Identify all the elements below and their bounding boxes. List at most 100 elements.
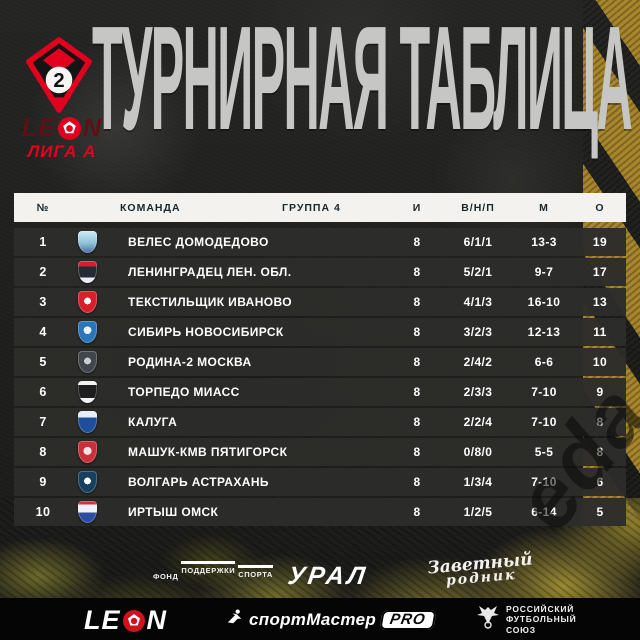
team-name: ЛЕНИНГРАДЕЦ ЛЕН. ОБЛ. xyxy=(128,265,292,279)
rank: 6 xyxy=(39,385,47,399)
team-badge-icon xyxy=(72,261,102,283)
games: 8 xyxy=(413,385,421,399)
rfu-eagle-icon xyxy=(476,604,500,635)
team-name: КАЛУГА xyxy=(128,415,178,429)
wdl: 2/4/2 xyxy=(463,355,493,369)
rank: 7 xyxy=(39,415,47,429)
points: 9 xyxy=(596,385,604,399)
pro-badge: PRO xyxy=(379,609,437,630)
points: 19 xyxy=(592,235,608,249)
goals: 13-3 xyxy=(531,235,557,249)
points: 11 xyxy=(593,325,607,339)
leon-footer-logo: LE N xyxy=(84,605,167,636)
table-row: 2 ЛЕНИНГРАДЕЦ ЛЕН. ОБЛ. 8 5/2/1 9-7 17 xyxy=(14,258,626,286)
table-row: 10 ИРТЫШ ОМСК 8 1/2/5 6-14 5 xyxy=(14,498,626,526)
wdl: 6/1/1 xyxy=(463,235,493,249)
rfu-text: РОССИЙСКИЙ ФУТБОЛЬНЫЙ СОЮЗ xyxy=(506,604,577,634)
league-2-badge-icon: 2 xyxy=(24,32,94,118)
rfu-line2: ФУТБОЛЬНЫЙ xyxy=(506,614,577,625)
football-icon xyxy=(57,116,82,141)
table-row: 4 СИБИРЬ НОВОСИБИРСК 8 3/2/3 12-13 11 xyxy=(14,318,626,346)
points: 8 xyxy=(596,445,604,459)
page-title: ТУРНИРНАЯ ТАБЛИЦА xyxy=(92,0,633,161)
rank: 9 xyxy=(39,475,47,489)
team-name: РОДИНА-2 МОСКВА xyxy=(128,355,252,369)
team-badge-icon xyxy=(72,441,102,463)
team-name: МАШУК-КМВ ПЯТИГОРСК xyxy=(128,445,288,459)
col-team: КОМАНДА ГРУППА 4 xyxy=(102,202,392,214)
rank: 5 xyxy=(39,355,47,369)
team-name: ТЕКСТИЛЬЩИК ИВАНОВО xyxy=(128,295,293,309)
goals: 6-6 xyxy=(534,355,554,369)
games: 8 xyxy=(413,355,421,369)
col-games: И xyxy=(412,201,422,214)
team-badge-icon xyxy=(72,291,102,313)
team-badge-icon xyxy=(72,231,102,253)
team-badge-icon xyxy=(72,471,102,493)
sportmaster-figure-icon xyxy=(226,608,244,631)
fund-word-3: СПОРТА xyxy=(238,565,273,579)
wdl: 3/2/3 xyxy=(463,325,493,339)
games: 8 xyxy=(413,505,421,519)
games: 8 xyxy=(413,475,421,489)
col-group-label: ГРУППА 4 xyxy=(282,201,341,214)
team-badge-icon xyxy=(72,501,102,523)
rfu-line1: РОССИЙСКИЙ xyxy=(506,604,575,615)
team-badge-icon xyxy=(72,411,102,433)
zavetny-rodnik-logo: Заветный родник xyxy=(427,549,534,590)
team-name: ВЕЛЕС ДОМОДЕДОВО xyxy=(128,235,269,249)
points: 6 xyxy=(596,475,604,489)
wdl: 2/3/3 xyxy=(463,385,493,399)
table-row: 5 РОДИНА-2 МОСКВА 8 2/4/2 6-6 10 xyxy=(14,348,626,376)
leon-text-left: LE xyxy=(84,605,121,635)
points: 10 xyxy=(592,355,608,369)
wdl: 0/8/0 xyxy=(463,445,493,459)
team-name: СИБИРЬ НОВОСИБИРСК xyxy=(128,325,284,339)
points: 13 xyxy=(592,295,608,309)
football-icon xyxy=(122,609,146,633)
games: 8 xyxy=(413,415,421,429)
rank: 4 xyxy=(39,325,47,339)
col-points: О xyxy=(595,201,605,214)
goals: 6-14 xyxy=(531,505,557,519)
rank: 3 xyxy=(39,295,47,309)
goals: 9-7 xyxy=(534,265,554,279)
goals: 7-10 xyxy=(531,415,557,429)
footer-bar: LE N спортМастер PRO xyxy=(0,598,640,640)
wdl: 1/2/5 xyxy=(463,505,493,519)
fund-word-2: ПОДДЕРЖКИ xyxy=(181,561,236,575)
games: 8 xyxy=(413,265,421,279)
leon-text-left: LE xyxy=(21,114,56,142)
rank: 1 xyxy=(39,235,47,249)
team-badge-icon xyxy=(72,351,102,373)
table-header-row: № КОМАНДА ГРУППА 4 И В/Н/П М О xyxy=(14,193,626,222)
col-wdl: В/Н/П xyxy=(461,201,495,214)
table-row: 1 ВЕЛЕС ДОМОДЕДОВО 8 6/1/1 13-3 19 xyxy=(14,228,626,256)
rank: 8 xyxy=(39,445,47,459)
table-row: 7 КАЛУГА 8 2/2/4 7-10 8 xyxy=(14,408,626,436)
games: 8 xyxy=(413,235,421,249)
table-row: 6 ТОРПЕДО МИАСС 8 2/3/3 7-10 9 xyxy=(14,378,626,406)
goals: 7-10 xyxy=(531,475,557,489)
points: 8 xyxy=(596,415,604,429)
goals: 7-10 xyxy=(531,385,557,399)
wdl: 5/2/1 xyxy=(463,265,493,279)
sportmaster-text: спортМастер xyxy=(249,609,377,629)
team-name: ИРТЫШ ОМСК xyxy=(128,505,219,519)
standings-table: № КОМАНДА ГРУППА 4 И В/Н/П М О 1 ВЕЛЕС Д… xyxy=(14,193,626,528)
table-row: 9 ВОЛГАРЬ АСТРАХАНЬ 8 1/3/4 7-10 6 xyxy=(14,468,626,496)
rfu-line3: СОЮЗ xyxy=(506,624,536,635)
points: 17 xyxy=(592,265,608,279)
col-team-label: КОМАНДА xyxy=(120,201,181,214)
sportmaster-logo: спортМастер PRO xyxy=(226,608,437,631)
table-body: 1 ВЕЛЕС ДОМОДЕДОВО 8 6/1/1 13-3 19 2 ЛЕН… xyxy=(14,228,626,526)
fund-word-1: ФОНД xyxy=(153,572,179,581)
goals: 16-10 xyxy=(527,295,561,309)
wdl: 2/2/4 xyxy=(463,415,493,429)
rank: 10 xyxy=(35,505,51,519)
wdl: 1/3/4 xyxy=(463,475,493,489)
rfu-logo: РОССИЙСКИЙ ФУТБОЛЬНЫЙ СОЮЗ xyxy=(476,604,577,635)
team-badge-icon xyxy=(72,321,102,343)
wdl: 4/1/3 xyxy=(463,295,493,309)
